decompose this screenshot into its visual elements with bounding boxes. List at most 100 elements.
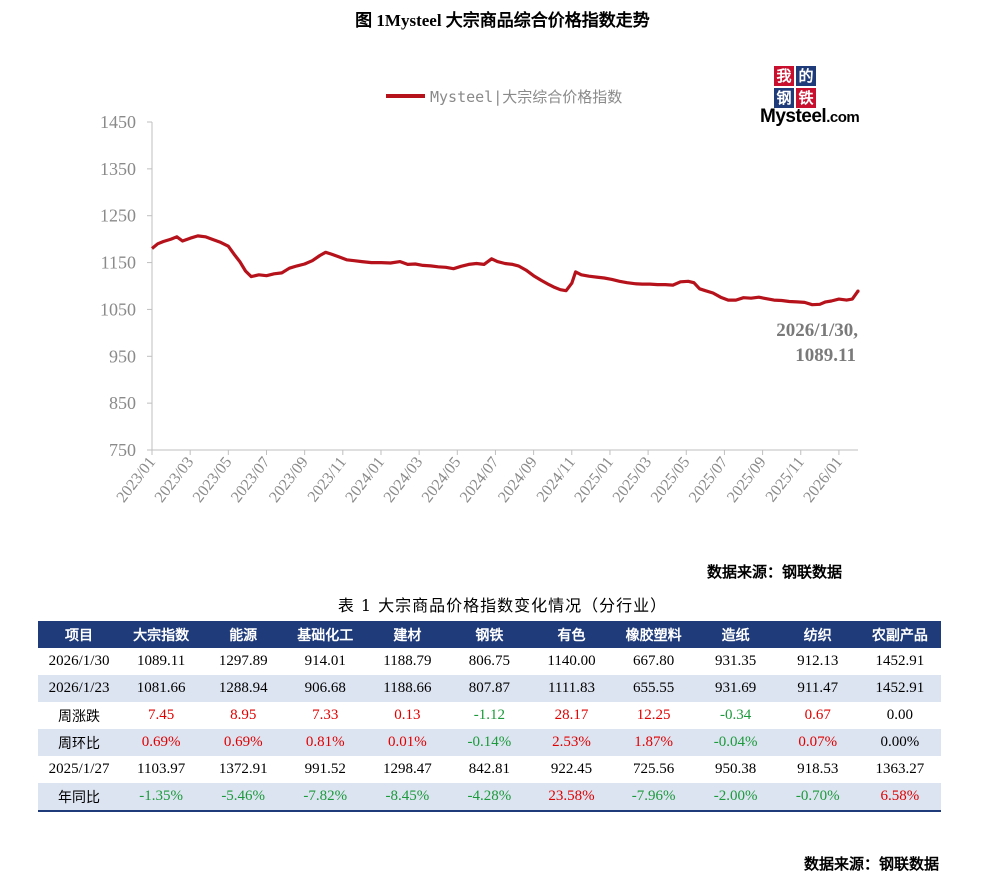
x-tick-label: 2023/05 bbox=[190, 454, 236, 506]
x-tick-label: 2026/01 bbox=[800, 454, 846, 506]
x-tick-label: 2024/01 bbox=[342, 454, 388, 506]
y-tick-label: 1050 bbox=[100, 299, 136, 319]
table-cell: -0.70% bbox=[776, 783, 859, 812]
y-tick-label: 1150 bbox=[101, 253, 136, 273]
logo-char-tie: 铁 bbox=[796, 88, 816, 108]
table-cell: -4.28% bbox=[448, 783, 531, 812]
table-cell: 1298.47 bbox=[382, 761, 432, 777]
table-cell: 931.69 bbox=[694, 675, 777, 702]
table-row-label: 年同比 bbox=[38, 783, 121, 812]
annotation-value: 1089.11 bbox=[795, 345, 856, 366]
table-cell: 906.68 bbox=[284, 675, 367, 702]
series-line-group bbox=[150, 234, 860, 307]
table-row: 年同比 -1.35% -5.46% -7.82% -8.45% -4.28% 23.58% -… bbox=[38, 783, 941, 812]
table-row-label: 2026/1/23 bbox=[38, 675, 121, 702]
table-row-label: 周涨跌 bbox=[58, 708, 101, 725]
table-cell: 1140.00 bbox=[547, 653, 596, 669]
table-cell: -1.12 bbox=[473, 707, 506, 723]
table-cell: 0.07% bbox=[776, 729, 859, 756]
table-cell: 2.53% bbox=[530, 729, 613, 756]
table-cell: 0.69% bbox=[202, 729, 285, 756]
table-cell: 1288.94 bbox=[202, 675, 285, 702]
table-header-cell: 造纸 bbox=[694, 621, 777, 648]
figure-title: 图 1Mysteel 大宗商品综合价格指数走势 bbox=[355, 11, 650, 30]
table-cell: -5.46% bbox=[202, 783, 285, 812]
x-tick-label: 2024/11 bbox=[534, 454, 579, 505]
table-cell: 807.87 bbox=[448, 675, 531, 702]
table-cell: -7.82% bbox=[284, 783, 367, 812]
table-cell: 1363.27 bbox=[875, 761, 925, 777]
x-tick-label: 2025/03 bbox=[610, 454, 656, 506]
table-header-row: 项目 大宗指数 能源 基础化工 建材 钢铁 有色 橡胶塑料 造纸 纺织 农副产品 bbox=[38, 621, 941, 648]
y-tick-label: 750 bbox=[109, 440, 136, 460]
y-tick-label: 950 bbox=[109, 346, 136, 366]
x-tick-label: 2025/07 bbox=[686, 454, 732, 506]
table-row-label: 周环比 bbox=[38, 729, 121, 756]
x-tick-label: 2025/01 bbox=[571, 454, 617, 506]
table-cell: 914.01 bbox=[304, 653, 346, 669]
y-tick-label: 1350 bbox=[100, 159, 136, 179]
table-cell: -8.45% bbox=[366, 783, 449, 812]
table-cell: 0.67 bbox=[804, 707, 831, 723]
table-cell: 0.01% bbox=[366, 729, 449, 756]
x-tick-label: 2023/09 bbox=[266, 454, 312, 506]
y-tick-label: 1450 bbox=[100, 112, 136, 132]
table-cell: 912.13 bbox=[797, 653, 839, 669]
x-tick-label: 2023/01 bbox=[113, 454, 159, 506]
logo-char-gang: 钢 bbox=[774, 88, 794, 108]
logo-domain: .com bbox=[826, 109, 860, 126]
table-cell: 8.95 bbox=[230, 707, 257, 723]
legend-label: Mysteel|大宗综合价格指数 bbox=[430, 88, 622, 106]
table-cell: 7.33 bbox=[312, 707, 339, 723]
table-cell: 1452.91 bbox=[858, 675, 941, 702]
table-cell: 0.69% bbox=[120, 729, 203, 756]
legend: Mysteel|大宗综合价格指数 bbox=[386, 88, 622, 106]
table-cell: 0.81% bbox=[284, 729, 367, 756]
logo-char-wo: 我 bbox=[774, 66, 794, 86]
data-table: 项目 大宗指数 能源 基础化工 建材 钢铁 有色 橡胶塑料 造纸 纺织 农副产品 2026/1/30… bbox=[38, 621, 941, 812]
table-cell: -2.00% bbox=[694, 783, 777, 812]
mysteel-logo: 我 的 钢 铁 Mysteel.com bbox=[760, 66, 870, 142]
table-header-cell: 能源 bbox=[202, 621, 285, 648]
x-tick-label: 2023/03 bbox=[152, 454, 198, 506]
table-cell: 931.35 bbox=[715, 653, 757, 669]
table-cell: 0.00% bbox=[858, 729, 941, 756]
table-cell: 0.00 bbox=[886, 707, 914, 723]
table-cell: 950.38 bbox=[715, 761, 757, 777]
table-cell: -1.35% bbox=[120, 783, 203, 812]
table-header-cell: 橡胶塑料 bbox=[612, 621, 695, 648]
table-cell: 842.81 bbox=[468, 761, 511, 777]
table-cell: 991.52 bbox=[304, 761, 346, 777]
table-cell: 1103.97 bbox=[137, 761, 186, 777]
table-cell: 1188.79 bbox=[383, 653, 432, 669]
x-tick-label: 2025/11 bbox=[763, 454, 808, 505]
x-axis: 2023/012023/032023/052023/072023/092023/… bbox=[113, 449, 858, 506]
logo-brand: Mysteel bbox=[760, 106, 827, 127]
table-row: 2026/1/30 1089.11 1297.89 914.01 1188.79 806.… bbox=[38, 648, 941, 675]
table-row: 周环比 0.69% 0.69% 0.81% 0.01% -0.14% 2.53% 1.87% -… bbox=[38, 729, 941, 756]
table-header-cell: 建材 bbox=[366, 621, 449, 648]
x-tick-label: 2025/05 bbox=[648, 454, 694, 506]
logo-char-de: 的 bbox=[796, 66, 816, 86]
x-tick-label: 2024/05 bbox=[419, 454, 465, 506]
table-header-cell: 项目 bbox=[38, 621, 121, 648]
x-tick-label: 2024/07 bbox=[457, 454, 503, 506]
table-source: 数据来源：钢联数据 bbox=[803, 855, 939, 873]
table-cell: 23.58% bbox=[530, 783, 613, 812]
x-tick-label: 2024/09 bbox=[495, 454, 541, 506]
table-header-cell: 农副产品 bbox=[858, 621, 941, 648]
table-header-cell: 有色 bbox=[530, 621, 613, 648]
table-row: 2026/1/23 1081.66 1288.94 906.68 1188.66 807.… bbox=[38, 675, 941, 702]
table-row: 2025/1/27 1103.97 1372.91 991.52 1298.47 842.… bbox=[38, 756, 941, 783]
table-header-cell: 基础化工 bbox=[284, 621, 367, 648]
table-cell: 12.25 bbox=[636, 707, 671, 723]
table-cell: 28.17 bbox=[554, 707, 589, 723]
table-cell: 1.87% bbox=[612, 729, 695, 756]
table-cell: 1089.11 bbox=[137, 653, 186, 669]
table-cell: 1297.89 bbox=[218, 653, 268, 669]
table-cell: -0.14% bbox=[448, 729, 531, 756]
table-row-label: 2025/1/27 bbox=[48, 761, 110, 777]
y-axis: 1450 1350 1250 1150 1050 950 850 750 bbox=[100, 112, 153, 460]
table-cell: 7.45 bbox=[147, 707, 175, 723]
